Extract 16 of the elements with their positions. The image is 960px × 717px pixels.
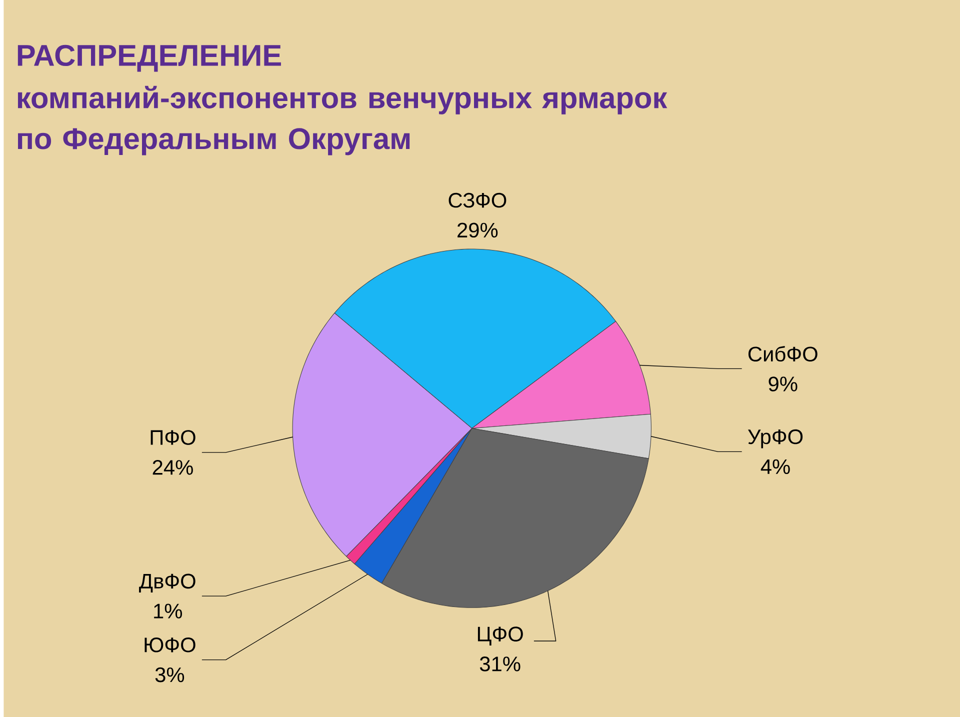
data-label: 9% (768, 376, 798, 392)
data-label: 29% (458, 222, 498, 238)
data-label: 24% (152, 460, 193, 475)
chart-title: РАСПРЕДЕЛЕНИЕ (18, 44, 281, 72)
slice-label: ПФО (150, 430, 196, 445)
chart-subtitle: компаний-экспонентов венчурных ярмарок по Федеральным Округам (18, 86, 668, 156)
slice-label: ДвФО (139, 574, 196, 592)
slice-label: УрФО (748, 429, 803, 448)
slice-label: СЗФО (448, 192, 506, 208)
slice-label: ЮФО (144, 637, 196, 652)
slice-label: ЦФО (478, 626, 523, 646)
data-label: 1% (154, 604, 182, 618)
data-label: 31% (480, 656, 520, 672)
slice-label: СибФО (748, 346, 818, 362)
data-label: 4% (760, 459, 790, 474)
data-label: 3% (155, 667, 184, 682)
